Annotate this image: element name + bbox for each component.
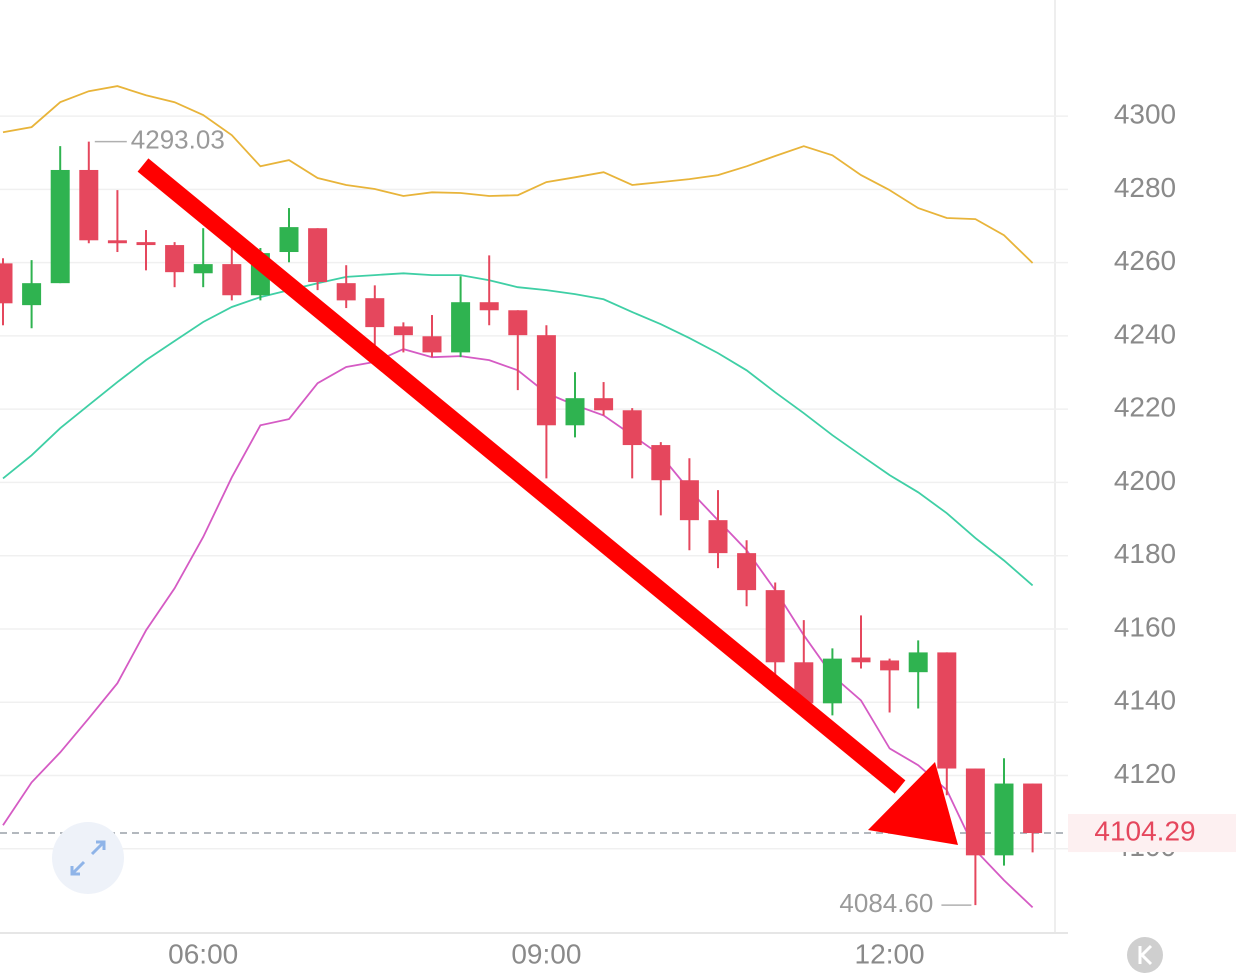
y-tick-label: 4180	[1114, 538, 1176, 569]
candles	[0, 141, 1043, 906]
candle-body	[0, 263, 13, 304]
candle-body	[880, 660, 900, 671]
bands	[2, 85, 1034, 909]
candle-body	[22, 283, 42, 306]
candle-body	[508, 310, 528, 336]
y-tick-label: 4120	[1114, 758, 1176, 789]
collapse-icon[interactable]	[1138, 944, 1153, 966]
arrow-head	[868, 762, 958, 845]
candle-body	[365, 298, 385, 328]
candle-body	[308, 228, 328, 283]
candle-body	[679, 480, 699, 521]
y-tick-label: 4160	[1114, 611, 1176, 642]
candle-body	[565, 398, 585, 426]
y-tick-label: 4140	[1114, 685, 1176, 716]
y-tick-label: 4280	[1114, 172, 1176, 203]
x-tick-label: 12:00	[855, 938, 925, 969]
candle-body	[107, 240, 127, 244]
candle-body	[708, 520, 728, 554]
candle-body	[279, 227, 299, 253]
candle-body	[965, 768, 985, 856]
low-annotation: 4084.60	[839, 888, 933, 918]
y-tick-label: 4200	[1114, 465, 1176, 496]
arrow-shaft	[137, 158, 906, 794]
x-tick-label: 06:00	[168, 938, 238, 969]
candle-body	[994, 783, 1014, 856]
candle-body	[136, 242, 156, 246]
last-price-box	[1068, 814, 1236, 853]
expand-button[interactable]	[52, 822, 124, 894]
labels: 4100412041404160418042004220424042604280…	[94, 99, 1236, 969]
candle-body	[822, 658, 842, 704]
candle-body	[622, 410, 642, 446]
candle-body	[594, 398, 614, 411]
y-tick-label: 4260	[1114, 245, 1176, 276]
candle-body	[737, 553, 757, 591]
y-tick-label: 4300	[1114, 99, 1176, 130]
collapse-bg[interactable]	[1127, 937, 1163, 973]
expand-icon[interactable]	[70, 840, 106, 876]
candle-body	[765, 590, 785, 663]
candle-body	[908, 652, 928, 673]
candle-body	[393, 326, 413, 336]
band-line	[2, 272, 1034, 587]
candle-body	[165, 245, 185, 273]
candle-body	[193, 264, 213, 274]
last-price-label: 4104.29	[1094, 815, 1195, 846]
candle-body	[422, 336, 442, 353]
candle-body	[479, 302, 499, 311]
expand-bg[interactable]	[52, 822, 124, 894]
candle-body	[651, 445, 671, 481]
trend-arrow	[137, 158, 958, 845]
candle-body	[937, 652, 957, 769]
candle-body	[1023, 783, 1043, 834]
y-tick-label: 4240	[1114, 318, 1176, 349]
band-line	[2, 85, 1034, 264]
candle-body	[851, 657, 871, 663]
collapse-button[interactable]	[1127, 937, 1163, 973]
candle-body	[222, 264, 242, 296]
candle-body	[536, 335, 556, 426]
y-tick-label: 4220	[1114, 392, 1176, 423]
candle-body	[336, 283, 356, 301]
candle-body	[79, 169, 99, 241]
candle-body	[451, 302, 471, 353]
high-annotation: 4293.03	[131, 125, 225, 155]
x-tick-label: 09:00	[511, 938, 581, 969]
candle-body	[50, 169, 70, 284]
